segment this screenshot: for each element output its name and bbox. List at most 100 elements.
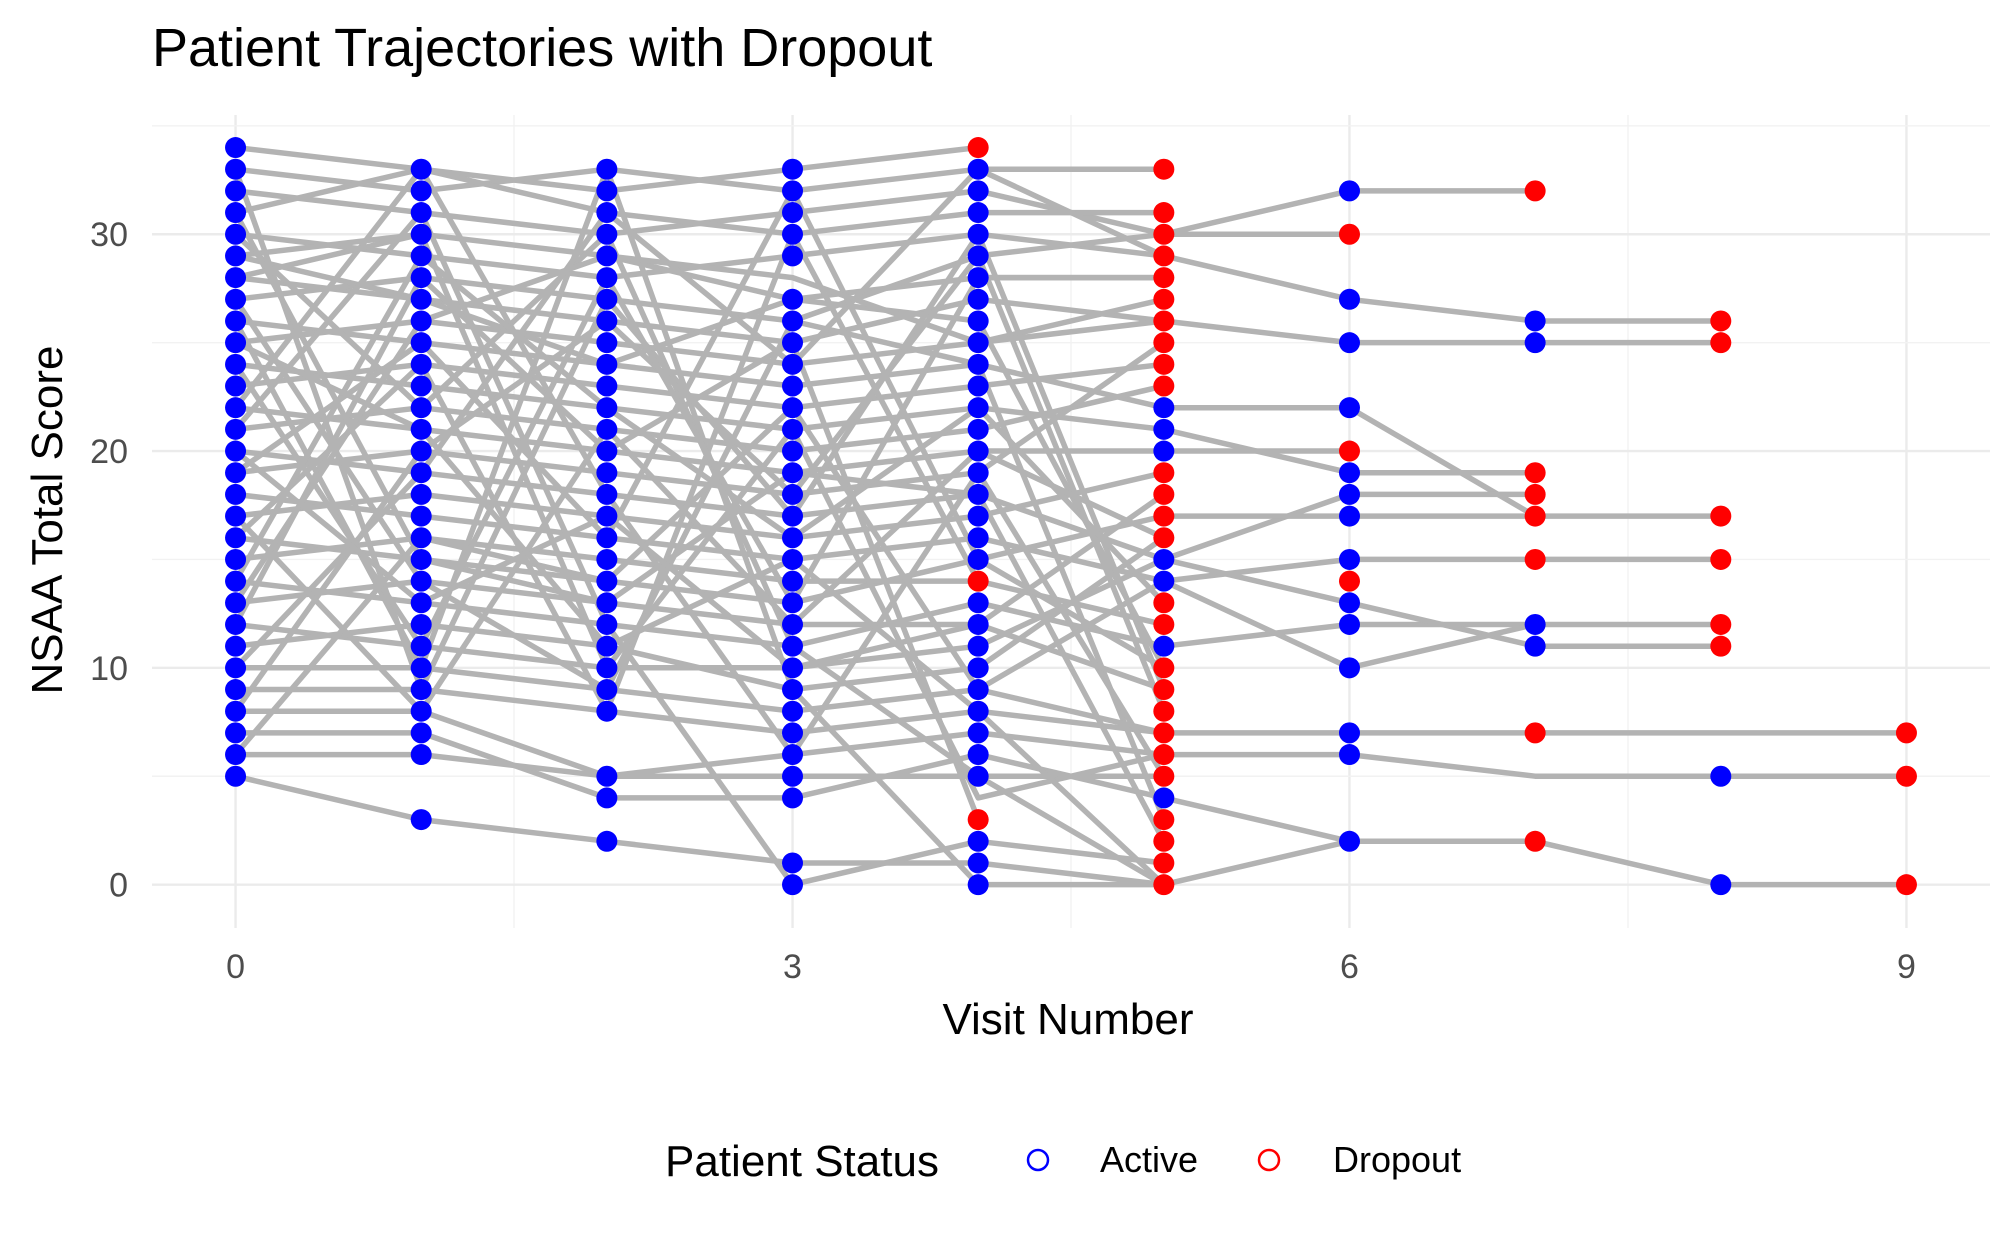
active-point	[1338, 592, 1360, 614]
trajectory-line	[232, 448, 1167, 693]
active-point	[782, 418, 804, 440]
x-tick-label: 3	[783, 948, 802, 986]
active-point	[782, 592, 804, 614]
active-point	[1338, 397, 1360, 419]
legend-label-dropout: Dropout	[1333, 1139, 1461, 1180]
dropout-point	[1338, 223, 1360, 245]
data-points	[225, 137, 1917, 896]
active-point	[782, 874, 804, 896]
trajectory-line	[232, 166, 1167, 779]
dropout-point	[1153, 245, 1175, 267]
legend-label-active: Active	[1100, 1139, 1198, 1180]
active-point	[967, 505, 989, 527]
active-point	[596, 657, 618, 679]
dropout-point	[1338, 570, 1360, 592]
active-point	[967, 288, 989, 310]
active-point	[410, 158, 432, 180]
active-point	[410, 440, 432, 462]
active-point	[596, 505, 618, 527]
active-point	[596, 787, 618, 809]
active-point	[225, 137, 247, 159]
active-point	[782, 679, 804, 701]
y-axis-title: NSAA Total Score	[23, 346, 72, 695]
x-tick-label: 0	[226, 948, 245, 986]
active-point	[410, 353, 432, 375]
trajectory-line	[232, 274, 1167, 649]
active-point	[410, 245, 432, 267]
active-point	[782, 288, 804, 310]
dropout-point	[1153, 592, 1175, 614]
active-point	[225, 722, 247, 744]
active-point	[1153, 440, 1175, 462]
dropout-point	[1153, 353, 1175, 375]
dropout-point	[967, 570, 989, 592]
active-point	[410, 332, 432, 354]
active-point	[225, 440, 247, 462]
active-point	[1710, 874, 1732, 896]
active-point	[225, 245, 247, 267]
active-point	[225, 353, 247, 375]
active-point	[782, 613, 804, 635]
dropout-point	[1153, 375, 1175, 397]
active-point	[596, 397, 618, 419]
trajectory-line	[232, 686, 1910, 736]
dropout-point	[1338, 440, 1360, 462]
active-point	[596, 267, 618, 289]
active-point	[410, 527, 432, 549]
active-point	[225, 267, 247, 289]
active-point	[410, 202, 432, 224]
dropout-point	[1710, 505, 1732, 527]
active-point	[967, 852, 989, 874]
dropout-point	[1153, 332, 1175, 354]
active-point	[1338, 332, 1360, 354]
active-point	[596, 570, 618, 592]
active-point	[1338, 548, 1360, 570]
active-point	[1338, 483, 1360, 505]
tick-labels: 0 3 6 9 0 10 20 30	[90, 216, 1916, 986]
dropout-point	[1524, 548, 1546, 570]
active-point	[596, 223, 618, 245]
trajectory-line	[232, 708, 1910, 779]
active-point	[596, 440, 618, 462]
active-point	[782, 548, 804, 570]
active-point	[596, 679, 618, 701]
y-tick-label: 0	[109, 867, 128, 905]
active-point	[967, 375, 989, 397]
dropout-point	[1710, 635, 1732, 657]
active-point	[967, 700, 989, 722]
active-point	[1153, 548, 1175, 570]
active-point	[225, 548, 247, 570]
active-point	[410, 613, 432, 635]
active-point	[1153, 418, 1175, 440]
active-point	[596, 592, 618, 614]
legend-key-active	[1026, 1148, 1050, 1172]
active-point	[225, 613, 247, 635]
legend: Patient Status Active Dropout	[665, 1137, 1461, 1186]
trajectory-line	[232, 253, 1167, 606]
dropout-point	[967, 137, 989, 159]
active-point	[782, 744, 804, 766]
active-point	[782, 657, 804, 679]
active-point	[967, 635, 989, 657]
trajectory-line	[232, 361, 1538, 476]
active-point	[225, 505, 247, 527]
dropout-point	[1153, 267, 1175, 289]
active-point	[967, 613, 989, 635]
active-point	[967, 353, 989, 375]
active-point	[967, 722, 989, 744]
active-point	[596, 288, 618, 310]
active-point	[967, 397, 989, 419]
active-point	[1338, 744, 1360, 766]
dropout-point	[1153, 527, 1175, 549]
trajectory-line	[232, 491, 1167, 628]
active-point	[596, 310, 618, 332]
trajectory-line	[232, 339, 1167, 888]
active-point	[782, 223, 804, 245]
active-point	[1338, 462, 1360, 484]
active-point	[596, 353, 618, 375]
active-point	[410, 570, 432, 592]
dropout-point	[1524, 180, 1546, 202]
active-point	[782, 180, 804, 202]
active-point	[967, 418, 989, 440]
active-point	[1338, 830, 1360, 852]
